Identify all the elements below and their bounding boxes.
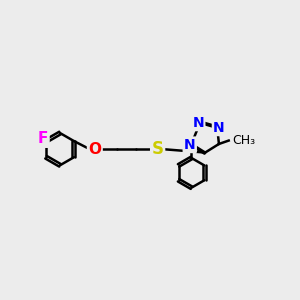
Text: F: F	[38, 131, 48, 146]
Text: N: N	[193, 116, 204, 130]
Text: N: N	[213, 121, 225, 135]
Text: CH₃: CH₃	[232, 134, 256, 147]
Text: S: S	[152, 140, 164, 158]
Text: N: N	[184, 138, 196, 152]
Text: O: O	[88, 142, 101, 157]
